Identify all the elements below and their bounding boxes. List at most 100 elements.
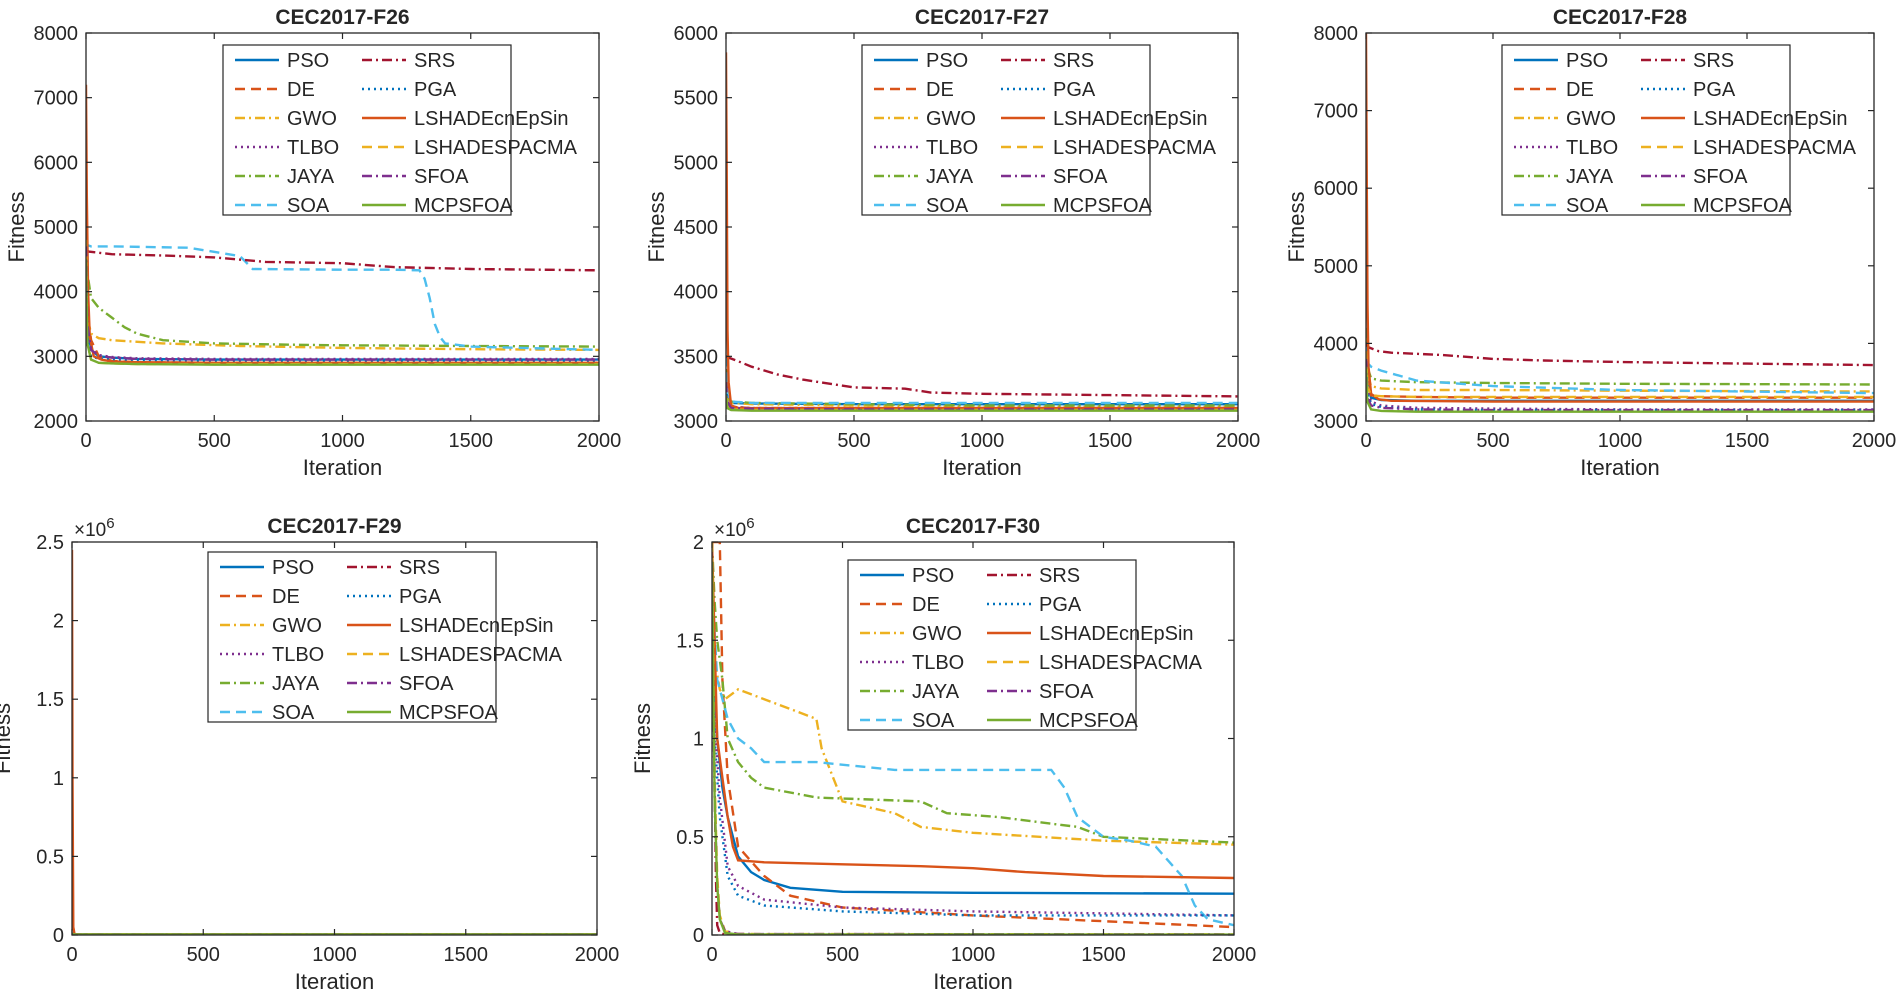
x-tick-label: 500 <box>198 430 231 452</box>
x-tick-label: 0 <box>706 944 717 966</box>
legend-label-de: DE <box>926 79 954 101</box>
legend-label-pso: PSO <box>272 557 314 579</box>
x-tick-label: 2000 <box>1212 944 1257 966</box>
x-tick-label: 500 <box>837 430 870 452</box>
chart-panel-2: 0 500 1000 1500 2000 3000 3500 4000 4500 5000 5500… <box>644 6 1260 480</box>
y-tick-label: 6000 <box>1314 178 1359 200</box>
y-tick-label: 1 <box>53 768 64 790</box>
legend-label-mcpsfoa: MCPSFOA <box>1053 195 1153 217</box>
legend: PSO DE GWO TLBO JAYA SOA SRS PGA LSHADEcnEpSin LS… <box>861 44 1217 217</box>
x-tick-label: 0 <box>80 430 91 452</box>
legend-label-gwo: GWO <box>272 615 322 637</box>
x-tick-label: 1500 <box>449 430 494 452</box>
legend: PSO DE GWO TLBO JAYA SOA SRS PGA LSHADEcnEpSin LS… <box>1501 44 1857 217</box>
legend-label-soa: SOA <box>912 710 955 732</box>
legend: PSO DE GWO TLBO JAYA SOA SRS PGA LSHADEcnEpSin LS… <box>207 551 563 724</box>
x-tick-label: 1500 <box>1088 430 1133 452</box>
y-tick-label: 1.5 <box>676 630 704 652</box>
legend-label-tlbo: TLBO <box>1566 137 1618 159</box>
y-tick-label: 5000 <box>34 217 79 239</box>
legend-label-gwo: GWO <box>912 623 962 645</box>
legend-box <box>861 44 1151 216</box>
series-line-soa <box>86 239 599 352</box>
legend-box <box>207 551 497 723</box>
x-tick-label: 1500 <box>1081 944 1126 966</box>
legend-label-pga: PGA <box>1693 79 1736 101</box>
legend-label-tlbo: TLBO <box>272 644 324 666</box>
legend-label-pso: PSO <box>1566 50 1608 72</box>
y-tick-label: 3000 <box>34 346 79 368</box>
x-tick-label: 1000 <box>960 430 1005 452</box>
y-tick-label: 2 <box>53 611 64 633</box>
legend-label-gwo: GWO <box>287 108 337 130</box>
legend-box <box>847 559 1137 731</box>
x-tick-label: 2000 <box>1216 430 1261 452</box>
series-line-srs <box>1366 342 1874 367</box>
series-line-gwo <box>712 542 1234 846</box>
series-line-jaya <box>86 239 599 348</box>
legend-label-srs: SRS <box>399 557 440 579</box>
legend: PSO DE GWO TLBO JAYA SOA SRS PGA LSHADEcnEpSin LS… <box>847 559 1203 732</box>
chart-panel-1: 0 500 1000 1500 2000 2000 3000 4000 5000 6000 7000… <box>4 6 621 480</box>
chart-title: CEC2017-F30 <box>906 515 1040 538</box>
legend-label-lshadespacma: LSHADESPACMA <box>399 644 563 666</box>
series-line-srs <box>726 355 1238 398</box>
x-tick-label: 2000 <box>1852 430 1897 452</box>
legend-box <box>222 44 512 216</box>
legend-label-mcpsfoa: MCPSFOA <box>1693 195 1793 217</box>
y-tick-label: 7000 <box>1314 101 1359 123</box>
legend-label-soa: SOA <box>1566 195 1609 217</box>
y-axis-label: Fitness <box>0 703 15 774</box>
x-tick-label: 500 <box>1476 430 1509 452</box>
legend-label-soa: SOA <box>926 195 969 217</box>
y-tick-label: 8000 <box>34 23 79 45</box>
series-line-mcpsfoa <box>1366 366 1874 413</box>
series-line-gwo <box>726 356 1238 408</box>
series-line-tlbo <box>1366 351 1874 411</box>
legend-label-lshadecnepsin: LSHADEcnEpSin <box>1693 108 1848 130</box>
y-tick-label: 6000 <box>34 152 79 174</box>
series-lines <box>86 84 599 366</box>
y-tick-label: 4000 <box>1314 333 1359 355</box>
y-tick-label: 5500 <box>674 88 719 110</box>
x-axis-label: Iteration <box>295 969 375 994</box>
series-line-srs <box>86 248 599 272</box>
series-line-lshadecnepsin <box>86 84 599 364</box>
chart-title: CEC2017-F27 <box>915 6 1049 29</box>
legend-label-de: DE <box>1566 79 1594 101</box>
y-tick-label: 3000 <box>1314 411 1359 433</box>
legend-label-tlbo: TLBO <box>926 137 978 159</box>
legend-label-pga: PGA <box>399 586 442 608</box>
legend-label-mcpsfoa: MCPSFOA <box>399 702 499 724</box>
legend-label-pso: PSO <box>912 565 954 587</box>
x-tick-label: 1000 <box>1598 430 1643 452</box>
x-tick-label: 2000 <box>577 430 622 452</box>
legend-label-lshadespacma: LSHADESPACMA <box>414 137 578 159</box>
legend-label-jaya: JAYA <box>912 681 960 703</box>
y-tick-label: 3000 <box>674 411 719 433</box>
legend-label-pso: PSO <box>287 50 329 72</box>
y-tick-label: 8000 <box>1314 23 1359 45</box>
legend-label-jaya: JAYA <box>272 673 320 695</box>
y-tick-label: 1.5 <box>36 689 64 711</box>
legend-label-soa: SOA <box>272 702 315 724</box>
y-tick-label: 4500 <box>674 217 719 239</box>
legend-label-pso: PSO <box>926 50 968 72</box>
y-tick-label: 0 <box>53 925 64 947</box>
legend-label-lshadespacma: LSHADESPACMA <box>1039 652 1203 674</box>
legend-label-gwo: GWO <box>1566 108 1616 130</box>
chart-title: CEC2017-F26 <box>275 6 409 29</box>
legend-label-lshadecnepsin: LSHADEcnEpSin <box>399 615 554 637</box>
x-tick-label: 1500 <box>1725 430 1770 452</box>
x-tick-label: 1000 <box>312 944 357 966</box>
chart-title: CEC2017-F28 <box>1553 6 1688 29</box>
legend-label-de: DE <box>287 79 315 101</box>
y-tick-label: 6000 <box>674 23 719 45</box>
x-axis-label: Iteration <box>933 969 1013 994</box>
series-line-mcpsfoa <box>712 561 1234 935</box>
legend-label-lshadecnepsin: LSHADEcnEpSin <box>414 108 569 130</box>
legend-label-mcpsfoa: MCPSFOA <box>1039 710 1139 732</box>
x-tick-label: 1500 <box>444 944 489 966</box>
legend-label-sfoa: SFOA <box>1053 166 1108 188</box>
y-axis-label: Fitness <box>630 703 655 774</box>
